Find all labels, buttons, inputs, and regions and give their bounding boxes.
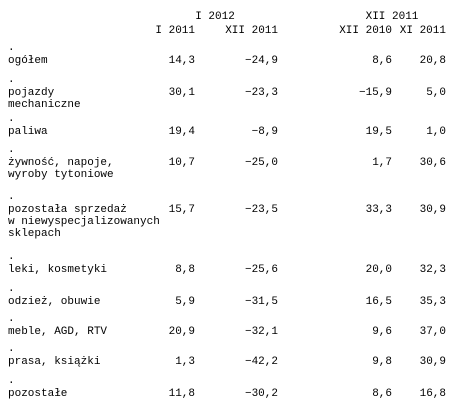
value-xi-2011: 16,8 bbox=[419, 388, 446, 400]
value-i-2011: 8,8 bbox=[175, 264, 195, 276]
row-label: mechaniczne bbox=[8, 99, 81, 111]
row-label: odzież, obuwie bbox=[8, 296, 101, 308]
row-label: meble, AGD, RTV bbox=[8, 326, 108, 338]
row-marker: . bbox=[8, 144, 15, 156]
column-header-xii-2011: XII 2011 bbox=[225, 25, 278, 37]
row-label: w niewyspecjalizowanych bbox=[8, 216, 160, 228]
group-header-xii-2011: XII 2011 bbox=[365, 11, 419, 23]
value-xii-2011: −42,2 bbox=[244, 356, 278, 368]
value-xii-2011: −30,2 bbox=[244, 388, 278, 400]
value-xi-2011: 32,3 bbox=[419, 264, 446, 276]
row-marker: . bbox=[8, 283, 15, 295]
row-label: prasa, książki bbox=[8, 356, 101, 368]
value-xii-2010: 1,7 bbox=[372, 157, 392, 169]
value-xii-2010: 8,6 bbox=[372, 55, 392, 67]
value-xii-2010: 9,8 bbox=[372, 356, 392, 368]
row-label: pozostała sprzedaż bbox=[8, 204, 127, 216]
row-marker: . bbox=[8, 191, 15, 203]
row-marker: . bbox=[8, 113, 15, 125]
value-i-2011: 19,4 bbox=[168, 126, 195, 138]
value-xi-2011: 30,9 bbox=[419, 356, 446, 368]
value-xi-2011: 30,9 bbox=[419, 204, 446, 216]
value-xi-2011: 20,8 bbox=[419, 55, 446, 67]
group-header-i-2012: I 2012 bbox=[195, 11, 235, 23]
column-header-xi-2011: XI 2011 bbox=[399, 25, 446, 37]
value-xii-2010: 20,0 bbox=[365, 264, 392, 276]
row-label: żywność, napoje, bbox=[8, 157, 114, 169]
row-marker: . bbox=[8, 251, 15, 263]
value-xii-2010: 16,5 bbox=[365, 296, 392, 308]
value-i-2011: 10,7 bbox=[168, 157, 195, 169]
value-xii-2011: −32,1 bbox=[244, 326, 278, 338]
row-marker: . bbox=[8, 42, 15, 54]
value-xi-2011: 37,0 bbox=[419, 326, 446, 338]
column-header-xii-2010: XII 2010 bbox=[339, 25, 392, 37]
row-marker: . bbox=[8, 313, 15, 325]
value-xi-2011: 30,6 bbox=[419, 157, 446, 169]
value-i-2011: 15,7 bbox=[168, 204, 195, 216]
value-i-2011: 11,8 bbox=[168, 388, 195, 400]
value-xii-2011: −23,5 bbox=[244, 204, 278, 216]
row-label: leki, kosmetyki bbox=[8, 264, 108, 276]
row-marker: . bbox=[8, 74, 15, 86]
value-xii-2011: −8,9 bbox=[251, 126, 278, 138]
value-xii-2010: 19,5 bbox=[365, 126, 392, 138]
row-label: ogółem bbox=[8, 55, 48, 67]
value-xii-2011: −25,6 bbox=[244, 264, 278, 276]
value-xii-2010: −15,9 bbox=[358, 87, 392, 99]
value-xii-2010: 33,3 bbox=[365, 204, 392, 216]
row-marker: . bbox=[8, 343, 15, 355]
value-xii-2010: 8,6 bbox=[372, 388, 392, 400]
value-xi-2011: 1,0 bbox=[426, 126, 446, 138]
column-header-i-2011: I 2011 bbox=[155, 25, 195, 37]
row-label: pojazdy bbox=[8, 87, 55, 99]
value-xii-2011: −24,9 bbox=[244, 55, 278, 67]
row-label: wyroby tytoniowe bbox=[8, 169, 114, 181]
value-i-2011: 1,3 bbox=[175, 356, 195, 368]
value-i-2011: 5,9 bbox=[175, 296, 195, 308]
value-xi-2011: 5,0 bbox=[426, 87, 446, 99]
row-label: pozostałe bbox=[8, 388, 68, 400]
value-xii-2011: −23,3 bbox=[244, 87, 278, 99]
row-label: sklepach bbox=[8, 228, 61, 240]
value-xii-2011: −25,0 bbox=[244, 157, 278, 169]
row-marker: . bbox=[8, 375, 15, 387]
value-i-2011: 30,1 bbox=[168, 87, 195, 99]
value-xii-2011: −31,5 bbox=[244, 296, 278, 308]
value-i-2011: 14,3 bbox=[168, 55, 195, 67]
value-xii-2010: 9,6 bbox=[372, 326, 392, 338]
row-label: paliwa bbox=[8, 126, 48, 138]
value-xi-2011: 35,3 bbox=[419, 296, 446, 308]
value-i-2011: 20,9 bbox=[168, 326, 195, 338]
